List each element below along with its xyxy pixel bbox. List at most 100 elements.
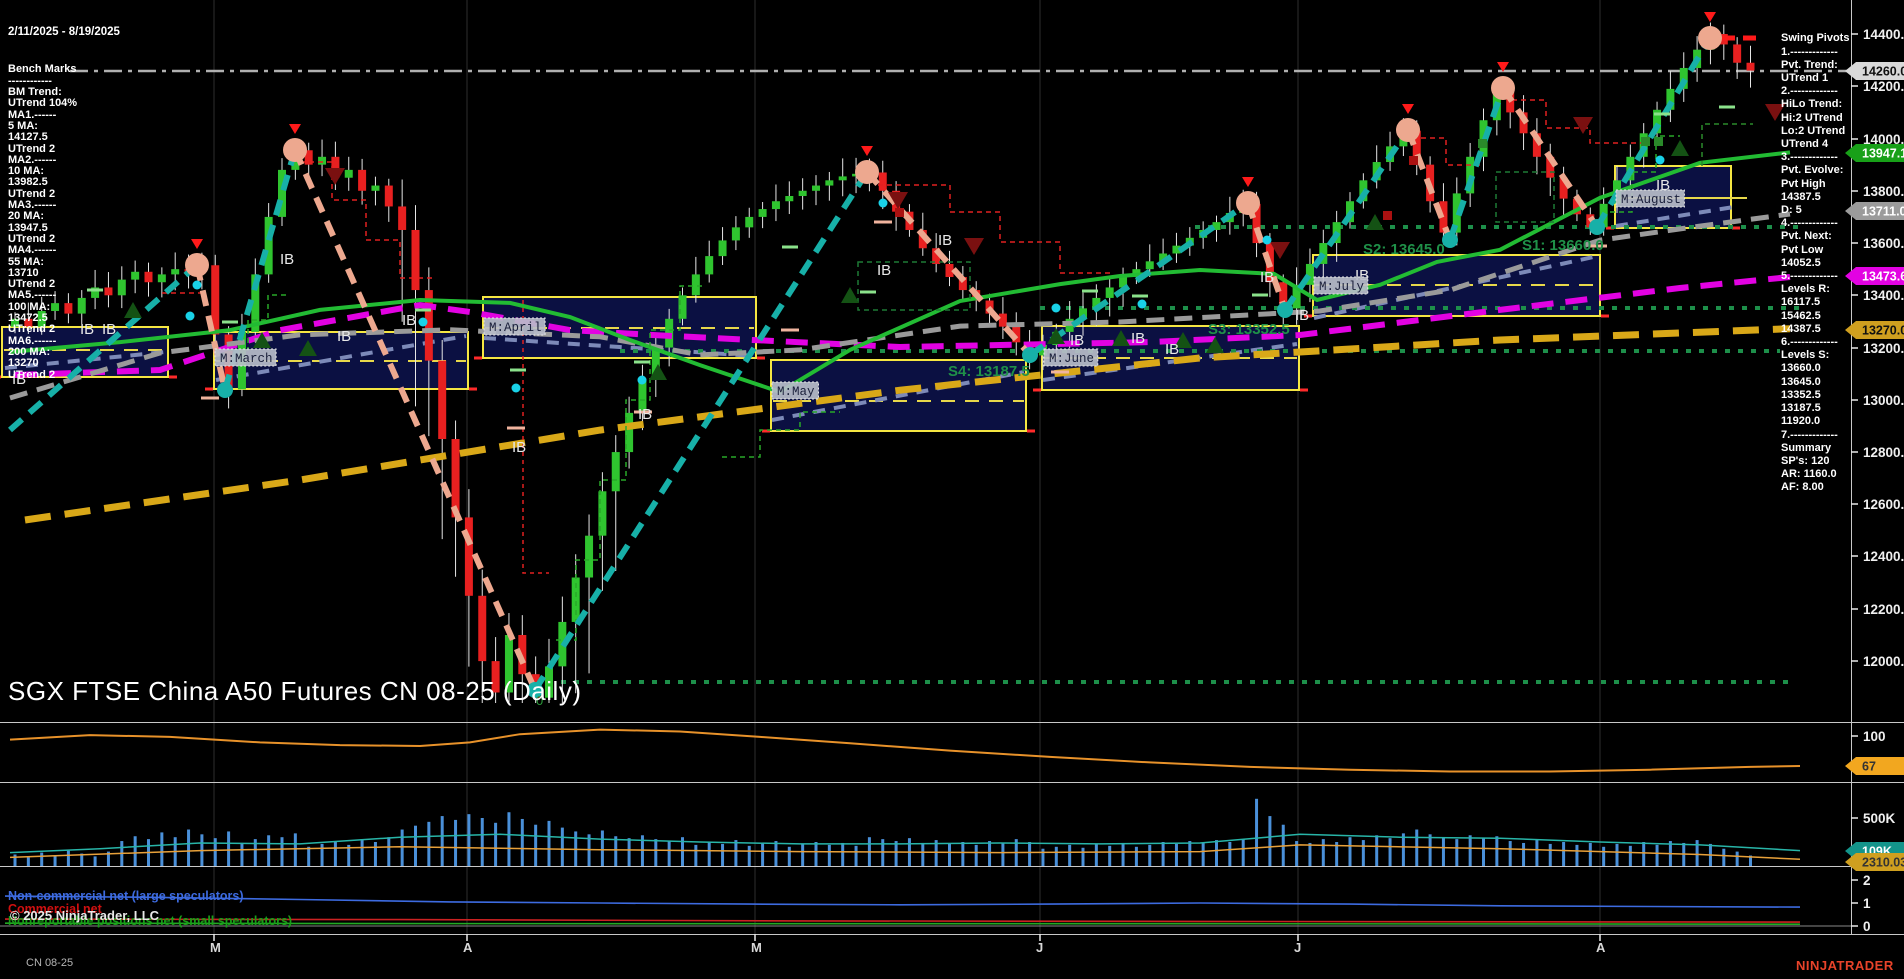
candle-body [1559,177,1568,199]
price-tag-label: 2310.03 [1862,856,1904,870]
candle-body [157,274,166,283]
swing-high-arrow-icon [1704,12,1716,22]
candle-body [1252,203,1261,244]
copyright-label: © 2025 NinjaTrader, LLC [10,908,160,923]
month-chip [214,348,277,367]
volume-bar [1094,843,1098,866]
up-triangle-icon [1366,214,1384,230]
volume-bar [1482,838,1485,866]
price-tag-label: 13947.1 [1862,147,1904,161]
month-chip-label: M:March [220,352,273,366]
volume-bar [347,844,351,866]
axis-tick-label: 500K [1863,811,1896,826]
volume-bar [26,857,30,866]
green-square-icon [1478,139,1487,148]
candle-body [398,206,407,230]
candle-body [678,295,687,319]
candle-body [571,577,580,622]
volume-bar [1335,842,1339,866]
candle-body [731,227,740,241]
axis-tick-label: 100 [1863,729,1886,744]
box-vwap-line [1042,342,1298,382]
inside-bar-label: IB [1295,307,1309,324]
inside-bar-label: IB [12,371,26,388]
cot-nonreportable-line [4,922,1801,926]
volume-bar [841,842,845,866]
volume-bar [1548,843,1552,866]
candle-body [1119,277,1128,288]
volume-bar [1695,840,1699,866]
inside-bar-label: IB [337,328,351,345]
month-chip-label: M:June [1049,352,1094,366]
swing-high-arrow-icon [1402,104,1414,114]
up-triangle-icon [1671,140,1689,156]
volume-bar [1295,841,1299,866]
candle-body [932,248,941,264]
up-triangle-icon [649,364,667,380]
zigzag-down-leg [1245,202,1288,311]
volume-bar [1722,848,1726,866]
volume-bar [1361,840,1365,866]
month-label: M [210,940,221,955]
swing-high-arrow-icon [191,239,203,249]
swing-high-marker [1491,76,1515,100]
cot-legend-noncommercial: Non-commercial net (large speculators) [8,889,244,903]
swing-low-marker [527,682,543,698]
price-tag-label: 13473.6 [1862,270,1904,284]
swing-low-marker [1442,232,1458,248]
volume-bar [1134,846,1138,866]
ninjatrader-watermark: NINJATRADER [1796,958,1894,973]
candle-body [1532,133,1541,157]
price-tag [1845,202,1904,220]
red-square-icon [1409,156,1418,165]
volume-bar [894,841,898,866]
up-triangle-icon [1174,332,1192,348]
price-tag-label: 13711.0 [1862,205,1904,219]
price-tag [1845,853,1904,871]
volume-bar [1321,839,1325,866]
axis-tick-label: 13400.0 [1863,288,1904,303]
volume-bar [187,829,191,866]
volume-bar [961,842,965,866]
volume-bar [1081,847,1085,866]
volume-bar [1401,833,1405,866]
red-trail-steps [1512,99,1646,144]
volume-bar [360,839,364,866]
volume-bar [267,835,271,866]
green-square-icon [1654,137,1663,146]
volume-bar [534,824,538,866]
volume-bar [1121,842,1125,866]
box-vwap-line [483,336,756,358]
candle-body [1145,261,1154,270]
axis-tick-label: 12600.0 [1863,497,1904,512]
swing-low-marker [217,382,233,398]
zigzag-up-leg [8,262,199,433]
swing-high-marker [185,253,209,277]
red-vertical-marker [522,300,549,574]
ma-line-100ma [14,274,1791,378]
volume-bar [320,843,324,866]
axis-tick-label: 13800.0 [1863,184,1904,199]
inside-bar-label: IB [280,251,294,268]
volume-bar [13,854,17,866]
candle-body [344,169,353,178]
volume-bar [507,812,511,866]
axis-tick-label: 13200.0 [1863,341,1904,356]
month-chip [1615,189,1685,208]
volume-bar [333,841,337,866]
volume-bar [1575,844,1579,866]
volume-bar [1388,838,1392,866]
candle-body [878,172,887,191]
candle-body [945,263,954,278]
volume-bar [106,851,110,866]
swing-high-arrow-icon [861,146,873,156]
candle-body [171,269,180,275]
candle-body [1172,245,1181,254]
candle-body [251,274,260,332]
volume-bar [627,838,631,866]
zigzag-down-leg [1500,86,1600,229]
candle-body [1292,284,1301,309]
volume-bar [1615,843,1619,866]
volume-bar [1255,798,1259,866]
